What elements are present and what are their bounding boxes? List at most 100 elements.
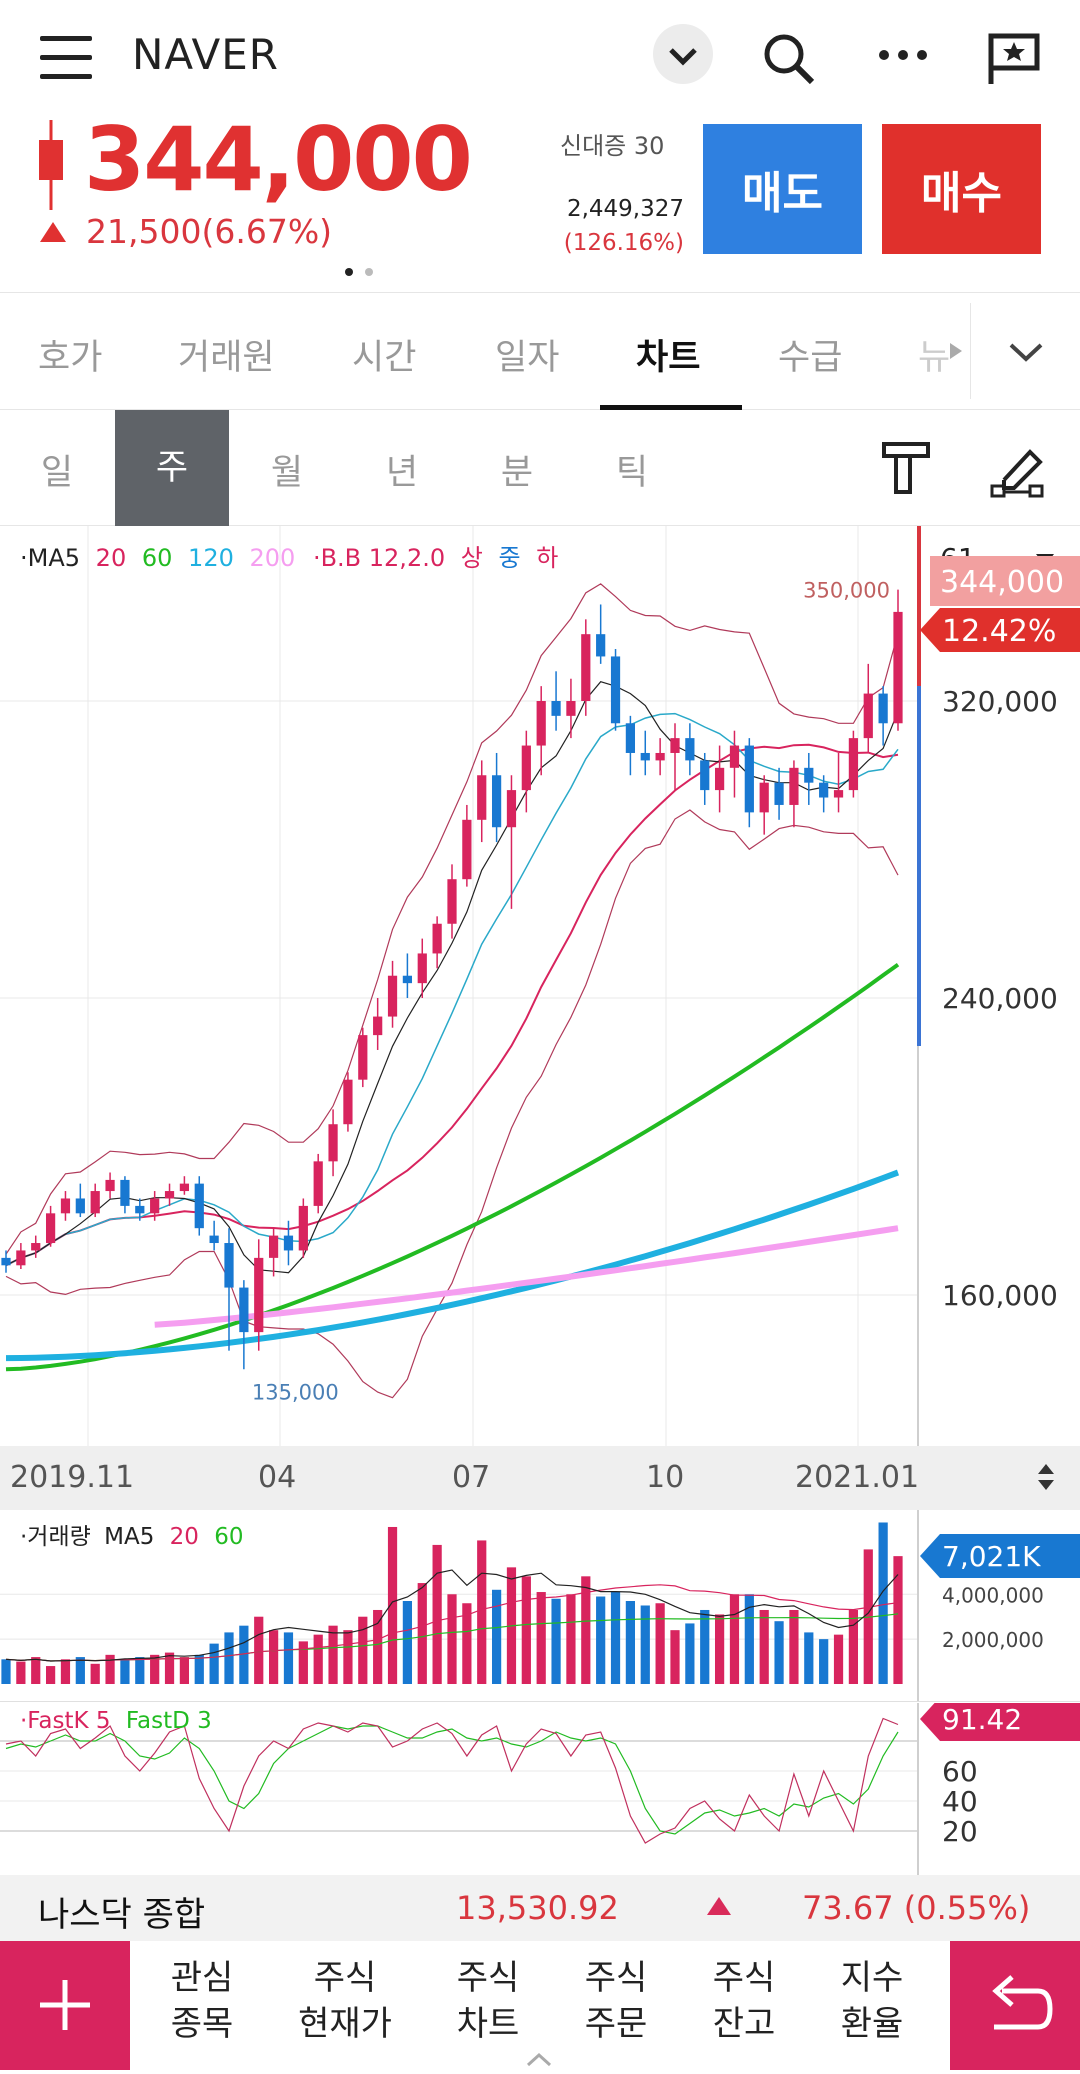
market-index-bar[interactable]: 나스닥 종합 13,530.92 73.67 (0.55%): [0, 1875, 1080, 1941]
candle-body: [848, 738, 859, 791]
tab-supply[interactable]: 수급: [778, 338, 843, 378]
candle-body: [863, 693, 873, 739]
candle-body: [506, 790, 517, 828]
sell-button[interactable]: 매도: [703, 124, 862, 254]
candle-body: [224, 1243, 234, 1288]
tab-news[interactable]: 뉴: [918, 338, 951, 378]
app-header: NAVER: [0, 0, 1080, 118]
volume-bar: [670, 1630, 680, 1684]
max-price-label: 350,000: [803, 579, 890, 603]
up-triangle-icon: [707, 1897, 731, 1915]
chevron-down-icon[interactable]: [653, 24, 713, 84]
candle-body: [447, 879, 457, 924]
candle-body: [373, 1016, 383, 1036]
indicator-settings-icon[interactable]: [880, 440, 936, 496]
fastk-label: ·FastK 5: [20, 1708, 111, 1734]
volume-bar: [848, 1609, 859, 1684]
tab-time[interactable]: 시간: [352, 338, 417, 378]
volume-bar: [209, 1643, 219, 1684]
buy-button[interactable]: 매수: [882, 124, 1041, 254]
volume-bar: [551, 1598, 561, 1684]
ma60-label: 60: [142, 544, 173, 572]
nav-index-fx[interactable]: 지수 환율: [840, 1958, 904, 2044]
date-tick: 04: [258, 1460, 297, 1495]
stochastic-legend: ·FastK 5 FastD 3: [20, 1708, 212, 1734]
date-tick: 2019.11: [10, 1460, 135, 1495]
period-tick[interactable]: 틱: [615, 453, 649, 493]
flag-star-icon[interactable]: [985, 28, 1045, 88]
ma5-line: [5, 681, 899, 1274]
menu-icon[interactable]: [0, 0, 110, 110]
tab-bar: 호가 거래원 시간 일자 차트 수급 뉴: [0, 292, 1080, 410]
volume-bar: [120, 1659, 130, 1684]
index-value: 13,530.92: [456, 1889, 619, 1927]
candle-body: [90, 1191, 100, 1214]
candle-body: [402, 975, 413, 984]
volume-bar: [714, 1614, 725, 1684]
candle-body: [31, 1243, 41, 1251]
volume-bar: [1, 1659, 11, 1684]
price-chart[interactable]: ·MA5 20 60 120 200 ·B.B 12,2.0 상 중 하 61 …: [0, 526, 1080, 1446]
volume-bar: [135, 1657, 145, 1684]
change-pct-tag: 12.42%: [942, 614, 1056, 649]
back-button[interactable]: [950, 1941, 1080, 2070]
volume-bar: [729, 1594, 740, 1684]
change-pct-tag-bg: [920, 608, 1080, 652]
volume-bar: [313, 1634, 323, 1684]
candle-body: [655, 752, 665, 761]
current-price: 344,000: [84, 108, 473, 211]
period-day[interactable]: 일: [40, 453, 74, 493]
nav-stock-order[interactable]: 주식 주문: [584, 1958, 648, 2044]
price-tag-bg: [930, 556, 1080, 606]
nav-stock-chart[interactable]: 주식 차트: [456, 1958, 520, 2044]
current-price-tag: 344,000: [940, 565, 1064, 600]
volume-bar: [45, 1666, 56, 1684]
volume-bar: [90, 1663, 100, 1684]
candle-body: [164, 1191, 175, 1199]
nav-stock-balance[interactable]: 주식 잔고: [712, 1958, 776, 2044]
period-year[interactable]: 년: [385, 453, 419, 493]
nav-current-price[interactable]: 주식 현재가: [298, 1958, 392, 2044]
period-minute[interactable]: 분: [500, 453, 534, 493]
vol-ma5-line: [5, 1569, 899, 1662]
volume-bar: [819, 1639, 829, 1684]
price-tick-label: 240,000: [942, 982, 1058, 1015]
tabs-expand-icon[interactable]: [970, 303, 1080, 399]
tab-daily[interactable]: 일자: [495, 338, 560, 378]
tab-chart[interactable]: 차트: [636, 338, 701, 378]
candle-body: [283, 1235, 294, 1251]
candle-body: [729, 745, 740, 768]
volume-label: ·거래량: [20, 1524, 91, 1550]
period-month[interactable]: 월: [270, 453, 304, 493]
bb-label: ·B.B 12,2.0: [313, 544, 445, 572]
index-name: 나스닥 종합: [38, 1895, 206, 1935]
bottom-nav: 관심 종목 주식 현재가 주식 차트 주식 주문 주식 잔고 지수 환율: [0, 1941, 1080, 2070]
tab-scroll-right-icon[interactable]: [946, 339, 970, 367]
tab-broker[interactable]: 거래원: [178, 338, 275, 378]
search-icon[interactable]: [760, 30, 820, 90]
candle-body: [640, 752, 650, 761]
volume-tick-label: 4,000,000: [942, 1583, 1044, 1607]
date-tick: 2021.01: [795, 1460, 920, 1495]
date-axis: 2019.11 04 07 10 2021.01: [0, 1446, 1080, 1510]
nav-watchlist[interactable]: 관심 종목: [170, 1958, 234, 2044]
volume-chart[interactable]: ·거래량 MA5 20 60 4,000,000 2,000,000 7,021K: [0, 1510, 1080, 1702]
add-menu-button[interactable]: [0, 1941, 130, 2070]
volume-bar: [402, 1601, 413, 1684]
nav-handle-icon[interactable]: [524, 2051, 554, 2071]
axis-resize-icon[interactable]: [1036, 1462, 1056, 1496]
volume-bar: [581, 1576, 591, 1684]
trade-volume: 2,449,327: [566, 196, 684, 222]
volume-bar: [491, 1589, 502, 1684]
tab-orderbook[interactable]: 호가: [38, 338, 103, 378]
more-icon[interactable]: [876, 40, 936, 70]
date-tick: 10: [646, 1460, 685, 1495]
candle-body: [804, 767, 814, 783]
candle-body: [700, 760, 710, 791]
fastd-line: [5, 1725, 899, 1835]
ma60-line: [5, 962, 900, 1372]
period-week[interactable]: 주: [115, 410, 229, 526]
drawing-pen-icon[interactable]: [990, 440, 1050, 500]
candle-body: [194, 1183, 204, 1229]
